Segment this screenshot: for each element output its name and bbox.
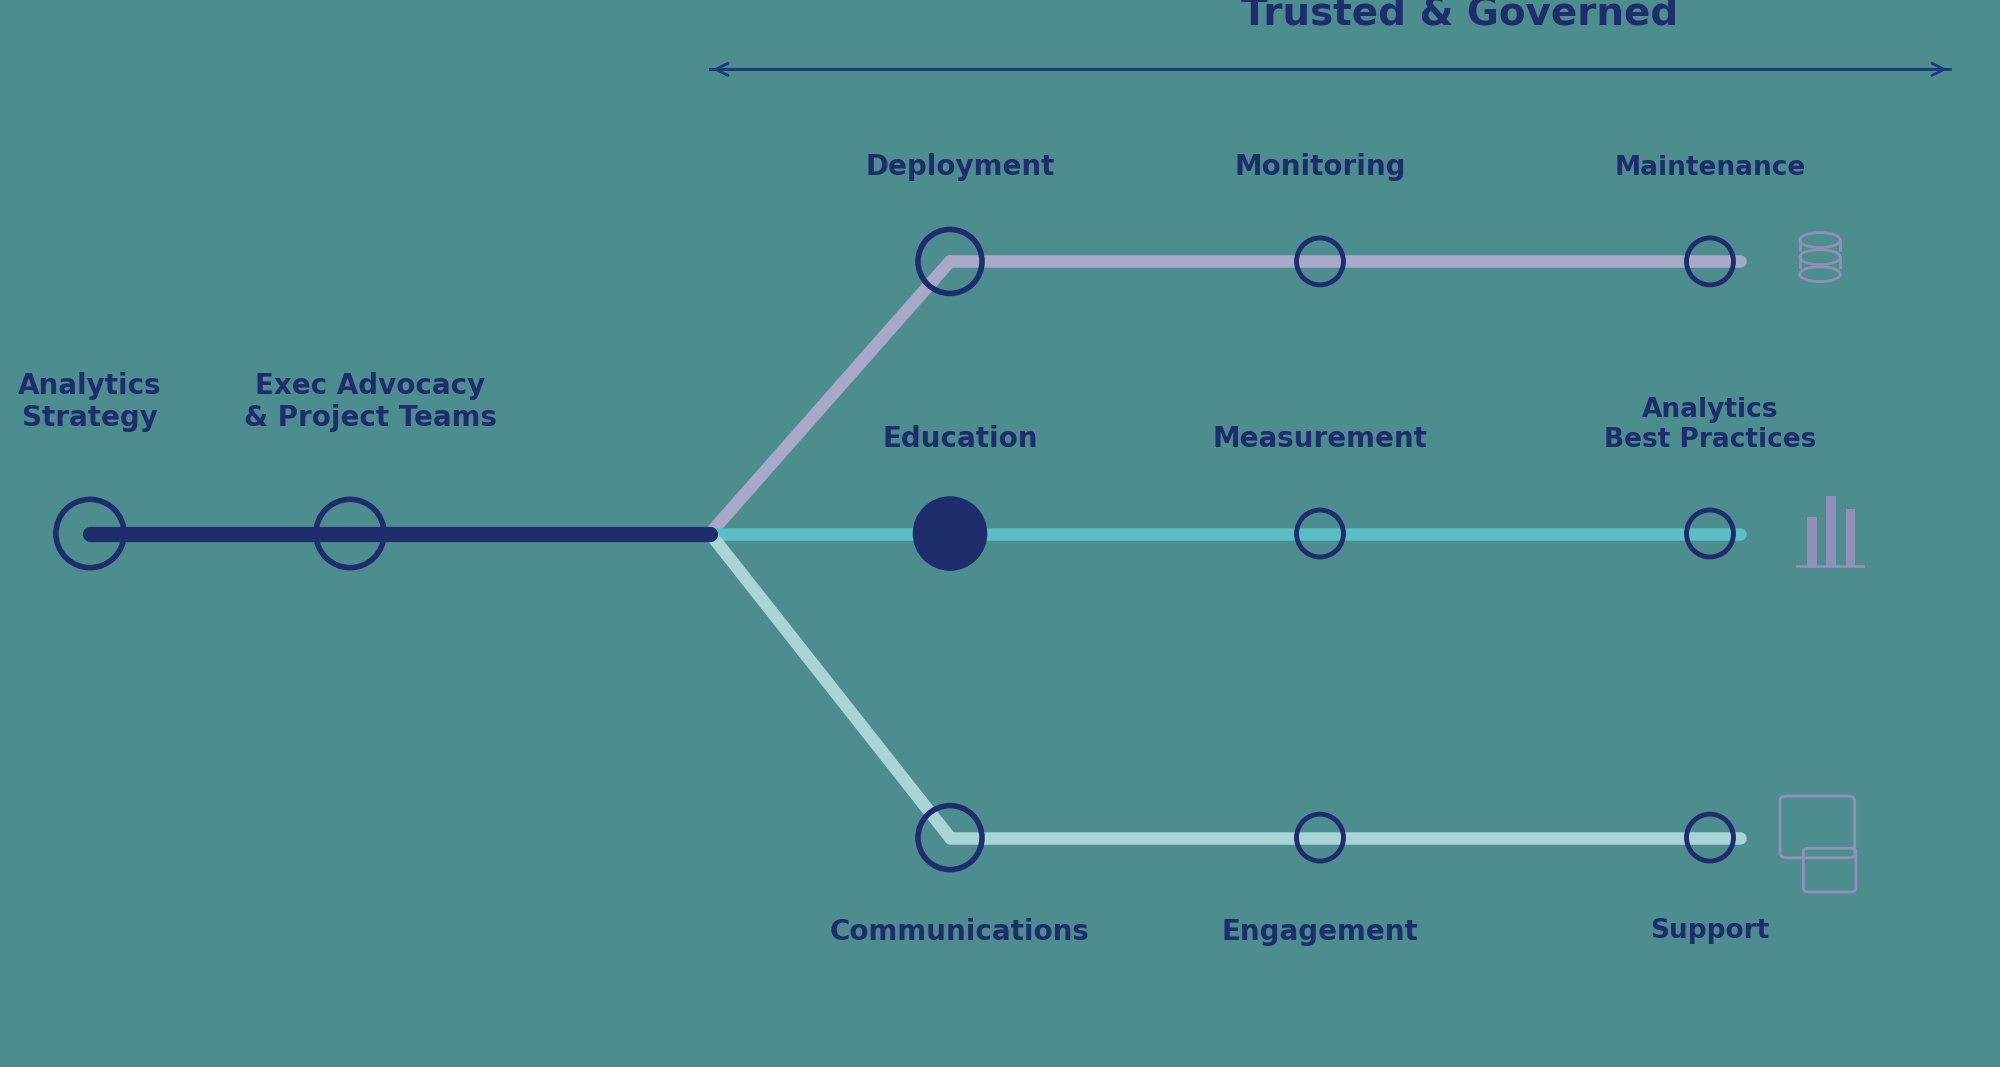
Text: Deployment: Deployment	[866, 154, 1054, 181]
Bar	[1846, 509, 1856, 566]
Text: Trusted & Governed: Trusted & Governed	[1242, 0, 1678, 33]
Text: Communications: Communications	[830, 918, 1090, 945]
Text: Measurement: Measurement	[1212, 426, 1428, 453]
Text: Exec Advocacy
& Project Teams: Exec Advocacy & Project Teams	[244, 371, 496, 432]
Text: Education: Education	[882, 426, 1038, 453]
Text: Support: Support	[1650, 918, 1770, 943]
Text: Monitoring: Monitoring	[1234, 154, 1406, 181]
Bar	[1808, 517, 1816, 566]
Text: Analytics
Best Practices: Analytics Best Practices	[1604, 398, 1816, 453]
Text: Maintenance: Maintenance	[1614, 156, 1806, 181]
Ellipse shape	[914, 498, 986, 569]
Text: Analytics
Strategy: Analytics Strategy	[18, 371, 162, 432]
Text: Engagement: Engagement	[1222, 918, 1418, 945]
Bar	[1826, 496, 1836, 566]
